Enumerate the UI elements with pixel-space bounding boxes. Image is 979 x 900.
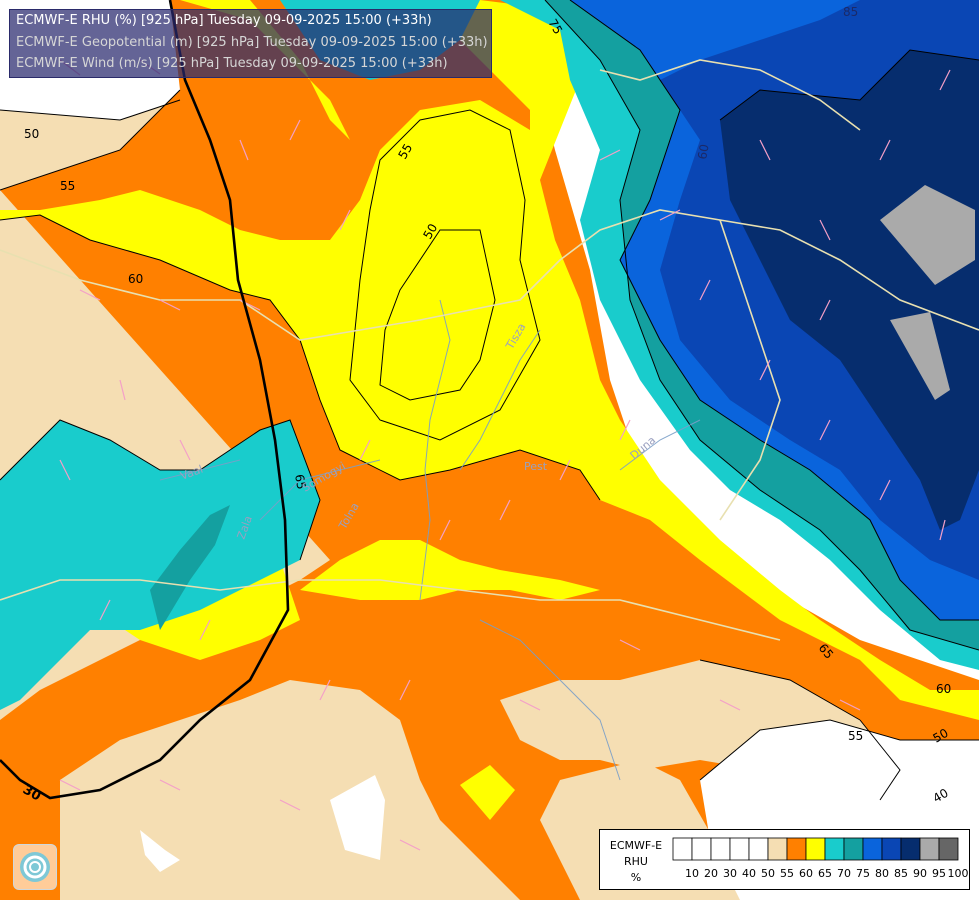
legend-swatch xyxy=(691,837,712,861)
legend-variable: RHU xyxy=(624,855,648,868)
contour-label: 55 xyxy=(60,179,75,193)
legend-unit: % xyxy=(630,871,642,884)
rhu-band-65-west xyxy=(0,0,979,720)
wind-barbs xyxy=(59,59,951,851)
legend-swatch xyxy=(672,837,693,861)
legend-tick-label: 70 xyxy=(837,867,851,880)
legend-swatch xyxy=(843,837,864,861)
legend-scale: 10 20 30 40 50 55 60 65 70 75 80 85 90 95 100 xyxy=(672,837,969,880)
contour-label: 55 xyxy=(848,729,863,743)
legend-tick-label: 55 xyxy=(780,867,794,880)
legend-tick-label: 10 xyxy=(685,867,699,880)
contour-label: 75 xyxy=(545,17,565,37)
legend-tick-label: 60 xyxy=(799,867,813,880)
legend-tick-label: 95 xyxy=(932,867,946,880)
ecmwf-logo-icon xyxy=(13,844,57,890)
rhu-band-50-south xyxy=(330,775,385,860)
legend-tick-label: 85 xyxy=(894,867,908,880)
legend-tick-label: 90 xyxy=(913,867,927,880)
rhu-band-65-south xyxy=(300,540,600,600)
rhu-band-95-south xyxy=(890,312,950,400)
legend: ECMWF-E RHU % 10 20 30 40 50 55 60 65 70 75 80 85 90… xyxy=(599,829,970,890)
rhu-band-50-southwest xyxy=(140,830,180,872)
title-wind: ECMWF-E Wind (m/s) [925 hPa] Tuesday 09-… xyxy=(16,56,448,71)
legend-swatch xyxy=(805,837,826,861)
legend-tick-label: 30 xyxy=(723,867,737,880)
title-rhu: ECMWF-E RHU (%) [925 hPa] Tuesday 09-09-… xyxy=(16,13,432,28)
legend-swatch xyxy=(786,837,807,861)
rhu-band-70-west xyxy=(0,420,320,710)
legend-tick-label: 80 xyxy=(875,867,889,880)
contour-label: 50 xyxy=(931,726,951,746)
contour-label: 55 xyxy=(395,141,415,161)
legend-swatch xyxy=(710,837,731,861)
legend-tick-label: 75 xyxy=(856,867,870,880)
legend-swatch xyxy=(767,837,788,861)
legend-swatch xyxy=(919,837,940,861)
legend-swatch xyxy=(862,837,883,861)
title-geopotential: ECMWF-E Geopotential (m) [925 hPa] Tuesd… xyxy=(16,35,488,50)
contour-label: 65 xyxy=(292,473,308,490)
legend-swatch xyxy=(729,837,750,861)
legend-source: ECMWF-E xyxy=(609,839,663,852)
contour-label: 50 xyxy=(420,221,440,241)
place-label: Pest xyxy=(524,460,548,473)
rhu-band-95-north xyxy=(880,185,975,285)
contour-label: 85 xyxy=(843,5,858,19)
legend-tick-label: 100 xyxy=(948,867,969,880)
title-box: ECMWF-E RHU (%) [925 hPa] Tuesday 09-09-… xyxy=(9,9,492,78)
legend-tick-label: 20 xyxy=(704,867,718,880)
legend-tick-label: 65 xyxy=(818,867,832,880)
rhu-band-90 xyxy=(720,50,979,530)
domain-boundary-line xyxy=(0,0,290,800)
legend-swatch xyxy=(938,837,959,861)
rhu-band-55-south xyxy=(60,680,520,900)
rivers xyxy=(159,299,701,781)
legend-title: ECMWF-E RHU % xyxy=(604,838,668,886)
contour-label: 60 xyxy=(128,272,143,286)
borders xyxy=(0,59,979,641)
contour-label: 60 xyxy=(695,143,711,160)
legend-swatch xyxy=(881,837,902,861)
legend-tick-label: 50 xyxy=(761,867,775,880)
contour-label: 60 xyxy=(936,682,951,696)
contour-label: 40 xyxy=(931,786,951,806)
rhu-band-65-island xyxy=(460,765,515,820)
rhu-band-75-west xyxy=(150,505,230,630)
legend-swatch xyxy=(748,837,769,861)
legend-swatch xyxy=(900,837,921,861)
legend-tick-label: 40 xyxy=(742,867,756,880)
legend-swatch xyxy=(824,837,845,861)
contour-label: 50 xyxy=(24,127,39,141)
